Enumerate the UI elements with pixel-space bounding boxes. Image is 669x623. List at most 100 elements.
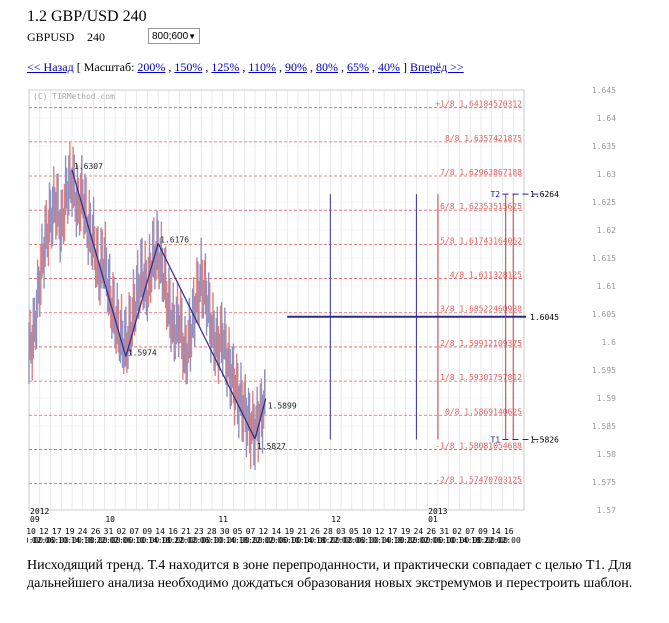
chevron-down-icon: ▼ [188, 31, 197, 41]
murray-level-label: -1/8 1.58081054688 [435, 441, 522, 450]
x-date-tick: 26 [426, 527, 436, 536]
zoom-65-link[interactable]: 65% [346, 60, 369, 74]
x-time-tick: 14:00 [381, 536, 405, 545]
page-title: 1.2 GBP/USD 240 [27, 8, 147, 25]
x-time-tick: 02:00 [419, 536, 443, 545]
x-date-tick: 02 [452, 527, 462, 536]
x-date-tick: 17 [52, 527, 62, 536]
x-date-tick: 17 [388, 527, 398, 536]
chart-caption: Нисходящий тренд. Т.4 находится в зоне п… [27, 558, 633, 591]
x-time-tick: 22:00 [484, 536, 508, 545]
x-date-tick: 02 [117, 527, 127, 536]
x-date-tick: 23 [194, 527, 204, 536]
x-date-tick: 07 [246, 527, 256, 536]
zoom-nav: << Назад [ Масштаб: 200% , 150% , 125% ,… [27, 60, 464, 74]
x-date-tick: 10 [362, 527, 372, 536]
x-time-tick: 22:00 [96, 536, 120, 545]
zoom-125-link[interactable]: 125% [211, 60, 240, 74]
murray-level-label: -2/8 1.57470703125 [435, 476, 522, 485]
x-time-tick: 14:00 [226, 536, 250, 545]
y-tick-label: 1.615 [592, 254, 616, 263]
x-date-tick: 12 [39, 527, 49, 536]
x-time-tick: 10:00 [135, 536, 159, 545]
x-date-tick: 24 [414, 527, 424, 536]
x-time-tick: 18:00 [161, 536, 185, 545]
x-date-tick: 12 [375, 527, 385, 536]
back-link[interactable]: << Назад [27, 60, 74, 74]
x-time-tick: 14:00 [303, 536, 327, 545]
y-tick-label: 1.62 [597, 226, 616, 235]
x-date-tick: 09 [478, 527, 488, 536]
x-date-tick: 19 [65, 527, 75, 536]
x-date-tick: 07 [465, 527, 475, 536]
murray-level-label: 4/8 1.611328125 [450, 271, 522, 280]
y-tick-label: 1.625 [592, 198, 616, 207]
x-time-tick: 02:00 [264, 536, 288, 545]
y-tick-label: 1.595 [592, 366, 616, 375]
period-label: 09 [30, 515, 40, 524]
x-time-tick: 22:00 [329, 536, 353, 545]
x-time-tick: 22:00 [406, 536, 430, 545]
x-time-tick: 22:00 [174, 536, 198, 545]
x-time-tick: 18:00 [393, 536, 417, 545]
x-date-tick: 28 [323, 527, 333, 536]
period-label: 2012 [30, 507, 49, 516]
x-time-tick: 02:00 [497, 536, 521, 545]
period-label: 12 [331, 515, 341, 524]
period-label: 01 [428, 515, 438, 524]
murray-level-label: 2/8 1.59912109375 [440, 339, 522, 348]
timeframe-label: 240 [87, 30, 105, 44]
x-time-tick: 06:00 [200, 536, 224, 545]
x-date-tick: 24 [78, 527, 88, 536]
x-time-tick: 18:00 [84, 536, 108, 545]
x-time-tick: 06:00 [277, 536, 301, 545]
x-date-tick: 03 [336, 527, 346, 536]
period-label: 11 [218, 515, 228, 524]
zoom-40-link[interactable]: 40% [377, 60, 400, 74]
zoom-150-link[interactable]: 150% [174, 60, 203, 74]
price-chart[interactable]: 1.645 1.64 1.635 1.63 1.625 1.62 1.615 1.61 1.60… [19, 86, 641, 550]
x-date-tick: 16 [168, 527, 178, 536]
zoom-80-link[interactable]: 80% [315, 60, 338, 74]
zoom-200-link[interactable]: 200% [137, 60, 166, 74]
x-date-tick: 05 [233, 527, 243, 536]
chart-controls: GBPUSD 240 [27, 30, 143, 45]
x-time-tick: 10:00 [58, 536, 82, 545]
x-date-tick: 19 [401, 527, 411, 536]
y-tick-label: 1.6 [602, 338, 617, 347]
target-label: 1.5826 [530, 435, 559, 444]
murray-level-label: +1/8 1.64184570312 [435, 100, 522, 109]
zoom-90-link[interactable]: 90% [284, 60, 307, 74]
murray-level-label: 3/8 1.60522460938 [440, 305, 522, 314]
x-date-tick: 26 [310, 527, 320, 536]
x-time-tick: 10:00 [290, 536, 314, 545]
period-label: 10 [105, 515, 115, 524]
x-date-tick: 21 [181, 527, 191, 536]
x-time-tick: 06:00 [45, 536, 69, 545]
y-tick-label: 1.63 [597, 170, 616, 179]
x-date-tick: 05 [349, 527, 359, 536]
x-time-tick: 06:00 [355, 536, 379, 545]
zoom-110-link[interactable]: 110% [248, 60, 276, 74]
x-time-tick: 02:00 [187, 536, 211, 545]
x-time-tick: 10:00 [213, 536, 237, 545]
x-time-tick: 22:00 [251, 536, 275, 545]
period-label: 2013 [428, 507, 447, 516]
y-tick-label: 1.61 [597, 282, 616, 291]
x-time-tick: 06:00 [122, 536, 146, 545]
pivot-label: 1.6176 [160, 235, 189, 244]
size-select[interactable]: 800;600 ▼ [148, 28, 200, 44]
horizontal-level-box [526, 310, 568, 323]
watermark: (C) TIRMethod.com [33, 92, 115, 101]
x-date-tick: 30 [220, 527, 230, 536]
forward-link[interactable]: Вперёд >> [409, 60, 464, 74]
y-tick-label: 1.58 [597, 450, 616, 459]
x-date-tick: 12 [259, 527, 269, 536]
x-date-tick: 31 [439, 527, 449, 536]
trend-line [71, 169, 127, 357]
x-time-tick: 10:00 [445, 536, 469, 545]
x-date-tick: 16 [504, 527, 514, 536]
pivot-label: 1.5827 [257, 442, 286, 451]
x-date-tick: 21 [297, 527, 307, 536]
x-time-tick: 14:00 [71, 536, 95, 545]
